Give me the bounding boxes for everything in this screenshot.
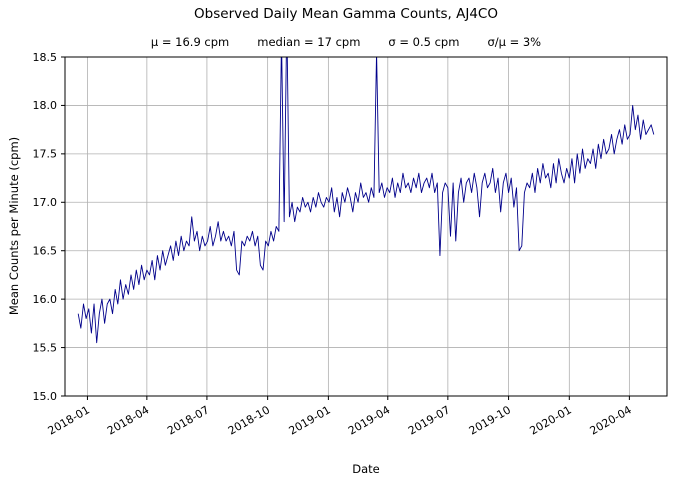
x-tick-label: 2018-04 <box>105 403 151 437</box>
y-tick-label: 16.5 <box>33 245 58 258</box>
x-tick-label: 2019-04 <box>346 403 392 437</box>
y-tick-label: 18.5 <box>33 51 58 64</box>
x-tick-label: 2020-04 <box>588 403 634 437</box>
y-tick-label: 17.5 <box>33 148 58 161</box>
y-tick-label: 15.5 <box>33 341 58 354</box>
x-tick-label: 2019-01 <box>287 403 333 437</box>
y-axis-label: Mean Counts per Minute (cpm) <box>7 136 21 316</box>
y-tick-label: 18.0 <box>33 99 58 112</box>
chart-title: Observed Daily Mean Gamma Counts, AJ4CO <box>194 6 498 22</box>
y-tick-label: 15.0 <box>33 390 58 403</box>
x-tick-label: 2018-10 <box>226 403 272 437</box>
x-tick-label: 2019-10 <box>467 403 513 437</box>
axis-ticks <box>61 56 630 400</box>
y-tick-label: 16.0 <box>33 293 58 306</box>
x-axis-label: Date <box>352 462 380 476</box>
chart-stats-row: μ = 16.9 cpm median = 17 cpm σ = 0.5 cpm… <box>0 35 692 49</box>
x-tick-label: 2018-07 <box>165 403 211 437</box>
stat-median: median = 17 cpm <box>257 35 361 49</box>
plot-border <box>64 56 668 397</box>
tick-labels: 15.0 15.5 16.0 16.5 17.0 17.5 18.0 18.5 2018-01 2… <box>33 51 634 438</box>
grid-lines <box>65 56 667 397</box>
x-tick-label: 2018-01 <box>46 403 92 437</box>
stat-sigma-over-mu: σ/μ = 3% <box>487 35 542 49</box>
stat-mean: μ = 16.9 cpm <box>150 35 230 49</box>
series-line <box>77 57 655 344</box>
x-tick-label: 2020-01 <box>527 403 573 437</box>
y-tick-label: 17.0 <box>33 196 58 209</box>
x-tick-label: 2019-07 <box>406 403 452 437</box>
stat-sigma: σ = 0.5 cpm <box>388 35 460 49</box>
